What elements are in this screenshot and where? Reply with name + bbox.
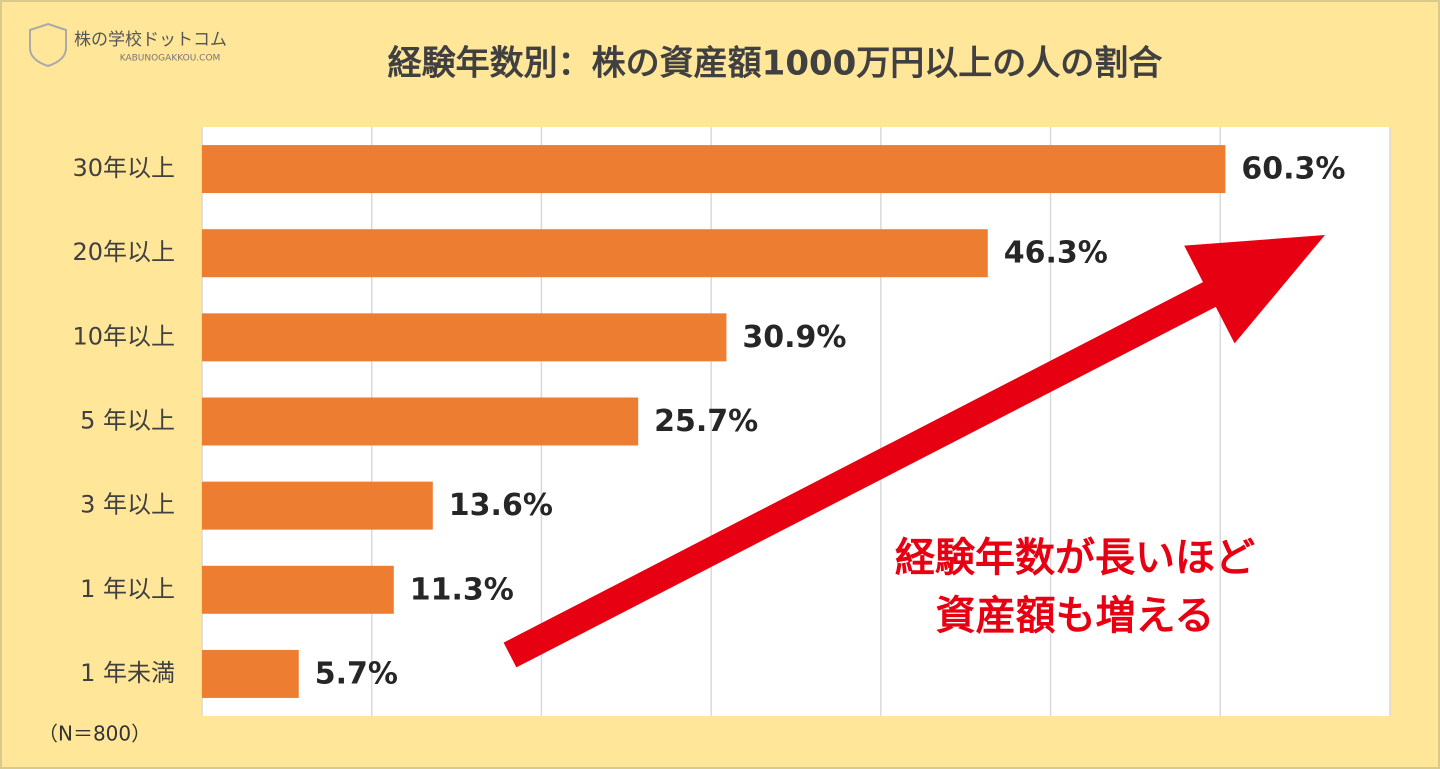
- y-tick-label: 1 年以上: [80, 575, 175, 603]
- bar: [202, 397, 639, 446]
- bar: [202, 565, 394, 614]
- data-label: 13.6%: [449, 488, 553, 523]
- y-tick-label: 10年以上: [72, 322, 175, 350]
- y-tick-label: 20年以上: [72, 238, 175, 266]
- bar: [202, 229, 988, 278]
- annotation: 経験年数が長いほど: [895, 535, 1255, 581]
- y-tick-label: 1 年未満: [80, 659, 175, 687]
- y-tick-label: 5 年以上: [80, 407, 175, 435]
- data-label: 25.7%: [654, 404, 758, 439]
- bar: [202, 649, 299, 698]
- data-label: 5.7%: [315, 656, 398, 691]
- trend-arrow: [503, 235, 1326, 668]
- logo-icon: [29, 22, 67, 68]
- bar: [202, 145, 1226, 194]
- chart-title: 経験年数別：株の資産額1000万円以上の人の割合: [388, 44, 1163, 84]
- bar: [202, 481, 433, 530]
- data-label: 60.3%: [1241, 152, 1345, 187]
- y-tick-label: 3 年以上: [80, 491, 175, 519]
- logo: 株の学校ドットコム KABUNOGAKKOU.COM: [29, 22, 227, 68]
- annotation: 資産額も増える: [936, 593, 1215, 639]
- bar: [202, 313, 727, 362]
- data-label: 11.3%: [410, 572, 514, 607]
- logo-name: 株の学校ドットコム: [74, 30, 227, 50]
- data-label: 46.3%: [1004, 236, 1108, 271]
- y-tick-label: 30年以上: [72, 154, 175, 182]
- logo-url: KABUNOGAKKOU.COM: [120, 54, 221, 64]
- note: （N＝800）: [38, 722, 151, 746]
- data-label: 30.9%: [742, 320, 846, 355]
